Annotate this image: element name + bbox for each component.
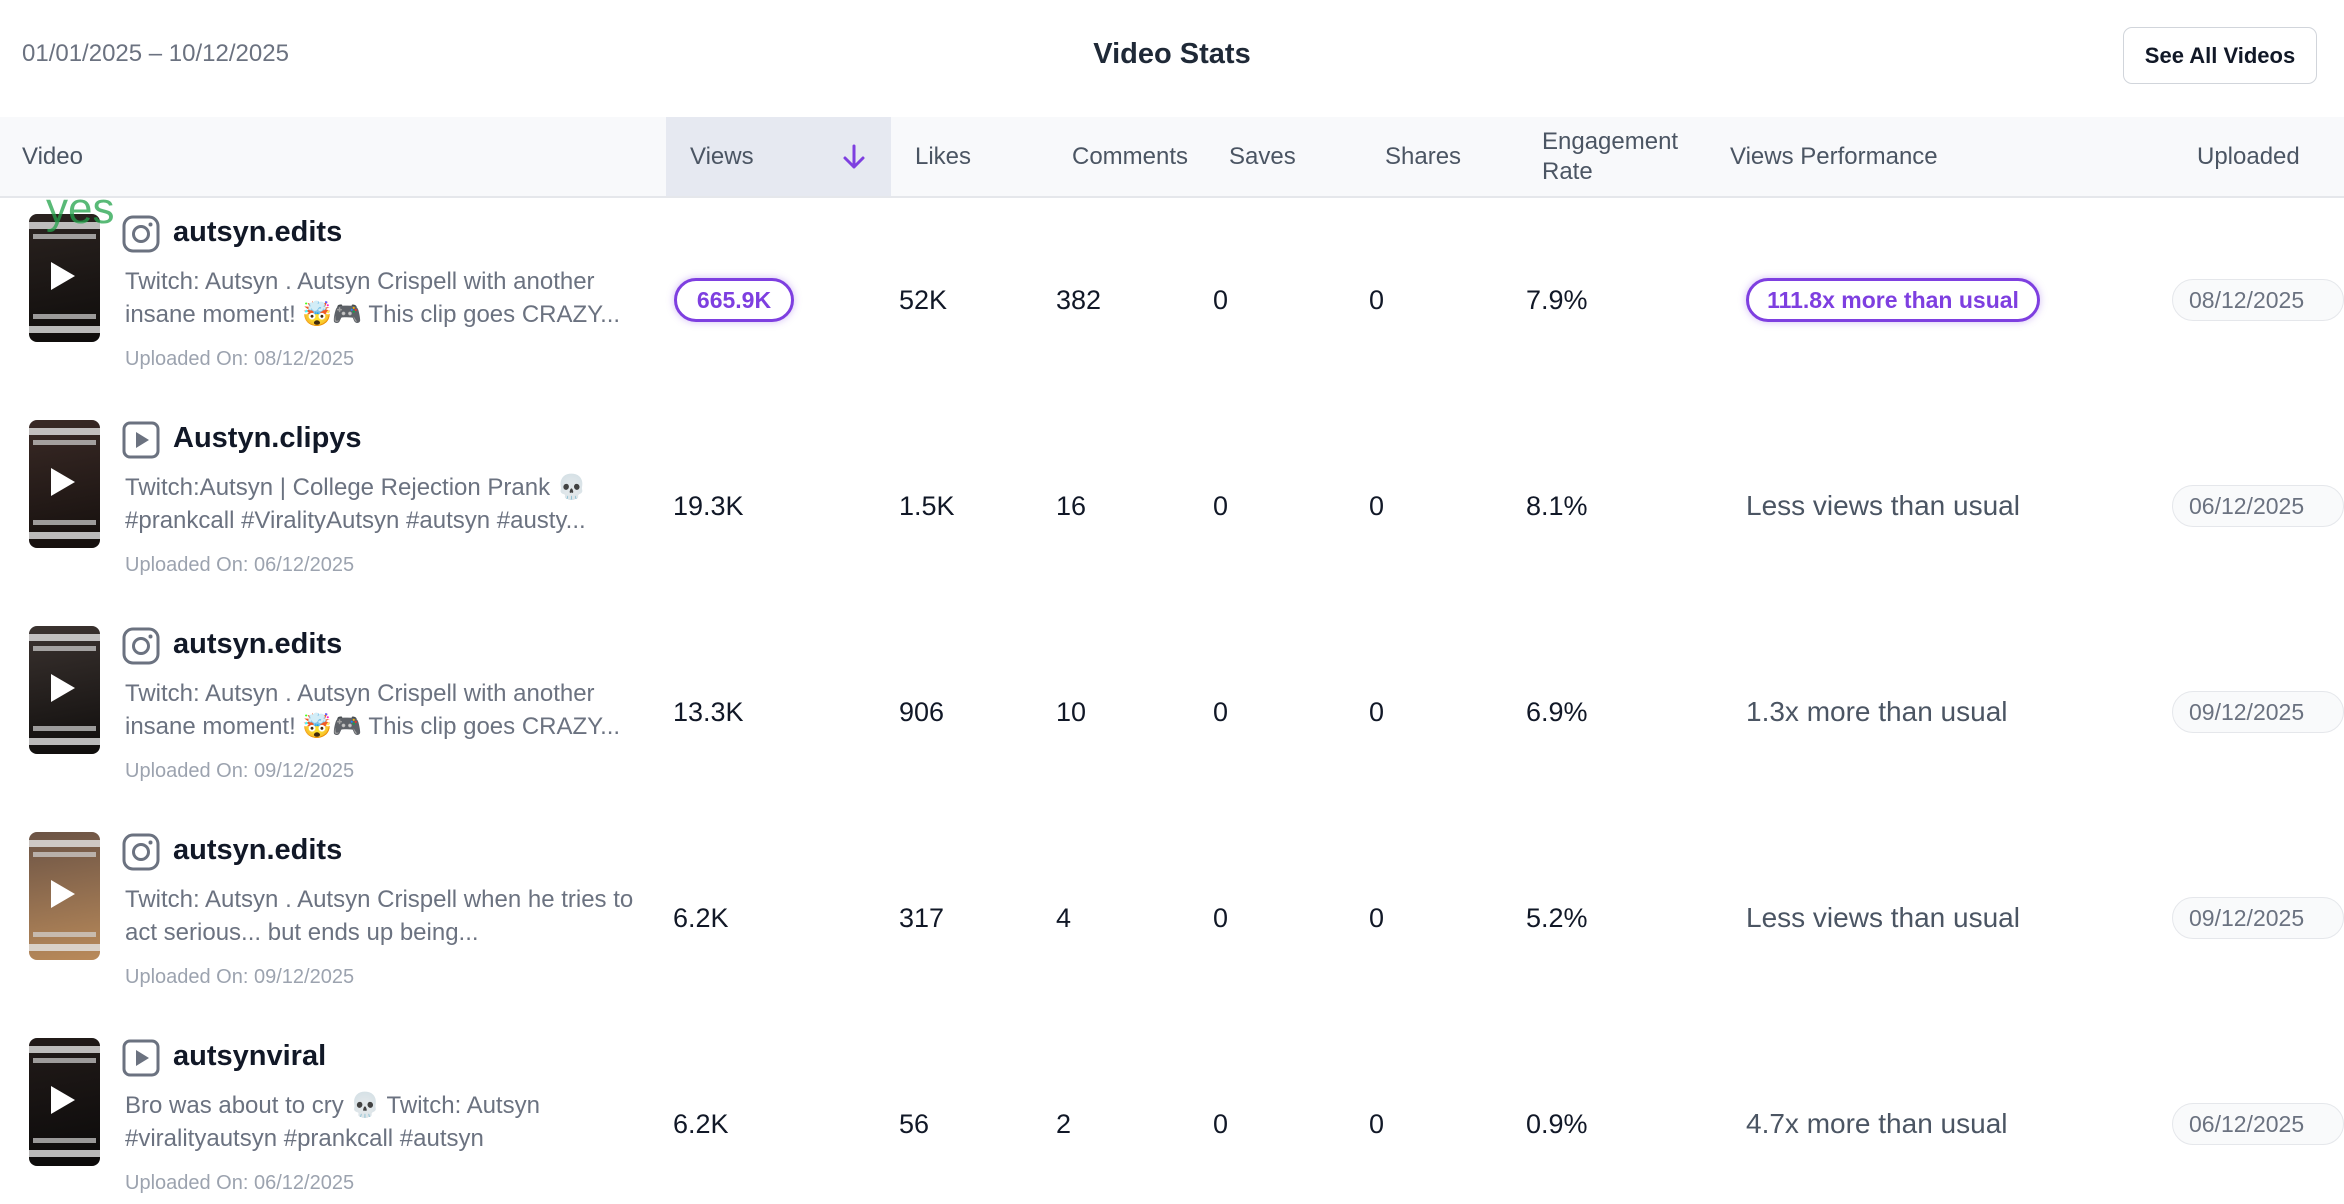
channel-name[interactable]: Austyn.clipys [173, 422, 362, 454]
uploaded-date-badge: 06/12/2025 [2172, 1103, 2344, 1145]
channel-name[interactable]: autsyn.edits [173, 834, 343, 866]
views-value: 13.3K [673, 697, 744, 727]
comments-value: 2 [1056, 1109, 1072, 1139]
instagram-icon [122, 215, 160, 253]
uploaded-on-text: Uploaded On: 06/12/2025 [125, 1172, 355, 1194]
uploaded-on-text: Uploaded On: 09/12/2025 [125, 966, 355, 988]
uploaded-date-badge: 09/12/2025 [2172, 691, 2344, 733]
shares-value: 0 [1369, 491, 1385, 521]
engagement-rate-value: 5.2% [1526, 903, 1588, 933]
likes-value: 52K [899, 285, 948, 315]
column-header-comments[interactable]: Comments [1072, 142, 1189, 170]
column-header-likes[interactable]: Likes [915, 142, 972, 170]
column-header-video[interactable]: Video [22, 142, 83, 170]
play-icon[interactable] [51, 468, 75, 496]
saves-value: 0 [1213, 903, 1229, 933]
overlay-text: yes [46, 184, 115, 233]
video-play-icon [122, 1039, 160, 1077]
comments-value: 10 [1056, 697, 1087, 727]
saves-value: 0 [1213, 1109, 1229, 1139]
comments-value: 16 [1056, 491, 1087, 521]
column-header-uploaded[interactable]: Uploaded [2197, 142, 2300, 170]
views-value: 665.9K [674, 278, 794, 322]
instagram-icon [122, 833, 160, 871]
table-row[interactable]: autsynviral Bro was about to cry 💀 Twitc… [0, 1022, 2344, 1204]
engagement-rate-value: 6.9% [1526, 697, 1588, 727]
views-value: 19.3K [673, 491, 744, 521]
saves-value: 0 [1213, 285, 1229, 315]
video-thumbnail[interactable] [29, 214, 100, 342]
play-icon[interactable] [51, 1086, 75, 1114]
channel-name[interactable]: autsynviral [173, 1040, 327, 1072]
table-row[interactable]: autsyn.edits Twitch: Autsyn . Autsyn Cri… [0, 816, 2344, 1022]
video-thumbnail[interactable] [29, 420, 100, 548]
video-description: Twitch:Autsyn | College Rejection Prank … [125, 474, 587, 534]
table-header: Video Views Likes Comments Saves Shares … [0, 117, 2344, 198]
uploaded-date-badge: 08/12/2025 [2172, 279, 2344, 321]
video-description: Twitch: Autsyn . Autsyn Crispell with an… [125, 680, 621, 740]
header-bar: 01/01/2025 – 10/12/2025 Video Stats See … [0, 0, 2344, 117]
video-description: Twitch: Autsyn . Autsyn Crispell when he… [125, 886, 634, 946]
video-play-icon [122, 421, 160, 459]
uploaded-on-text: Uploaded On: 08/12/2025 [125, 348, 355, 370]
video-description: Twitch: Autsyn . Autsyn Crispell with an… [125, 268, 621, 328]
play-icon[interactable] [51, 880, 75, 908]
table-row[interactable]: autsyn.edits Twitch: Autsyn . Autsyn Cri… [0, 610, 2344, 816]
date-range[interactable]: 01/01/2025 – 10/12/2025 [22, 40, 289, 67]
uploaded-on-text: Uploaded On: 09/12/2025 [125, 760, 355, 782]
engagement-rate-value: 7.9% [1526, 285, 1588, 315]
instagram-icon [122, 627, 160, 665]
play-icon[interactable] [51, 262, 75, 290]
likes-value: 317 [899, 903, 945, 933]
likes-value: 1.5K [899, 491, 955, 521]
views-value: 6.2K [673, 903, 729, 933]
views-performance-value: Less views than usual [1746, 902, 2020, 933]
engagement-rate-value: 0.9% [1526, 1109, 1588, 1139]
video-thumbnail[interactable] [29, 626, 100, 754]
uploaded-date-badge: 06/12/2025 [2172, 485, 2344, 527]
video-thumbnail[interactable] [29, 832, 100, 960]
comments-value: 382 [1056, 285, 1102, 315]
views-performance-value: Less views than usual [1746, 490, 2020, 521]
table-row[interactable]: autsyn.edits Twitch: Autsyn . Autsyn Cri… [0, 198, 2344, 404]
comments-value: 4 [1056, 903, 1072, 933]
see-all-videos-button[interactable]: See All Videos [2123, 27, 2317, 84]
channel-name[interactable]: autsyn.edits [173, 216, 343, 248]
views-value: 6.2K [673, 1109, 729, 1139]
shares-value: 0 [1369, 903, 1385, 933]
column-header-saves[interactable]: Saves [1229, 142, 1296, 170]
shares-value: 0 [1369, 697, 1385, 727]
saves-value: 0 [1213, 697, 1229, 727]
uploaded-date-badge: 09/12/2025 [2172, 897, 2344, 939]
likes-value: 56 [899, 1109, 930, 1139]
sort-descending-icon[interactable] [838, 141, 870, 173]
shares-value: 0 [1369, 1109, 1385, 1139]
likes-value: 906 [899, 697, 945, 727]
views-performance-value: 4.7x more than usual [1746, 1108, 2008, 1139]
video-thumbnail[interactable] [29, 1038, 100, 1166]
views-performance-value: 1.3x more than usual [1746, 696, 2008, 727]
views-performance-value: 111.8x more than usual [1746, 278, 2040, 322]
table-row[interactable]: Austyn.clipys Twitch:Autsyn | College Re… [0, 404, 2344, 610]
saves-value: 0 [1213, 491, 1229, 521]
play-icon[interactable] [51, 674, 75, 702]
shares-value: 0 [1369, 285, 1385, 315]
video-description: Bro was about to cry 💀 Twitch: Autsyn #v… [125, 1092, 540, 1152]
column-header-views-performance[interactable]: Views Performance [1730, 142, 1938, 170]
column-header-engagement-rate[interactable]: Engagement Rate [1542, 127, 1679, 185]
uploaded-on-text: Uploaded On: 06/12/2025 [125, 554, 355, 576]
channel-name[interactable]: autsyn.edits [173, 628, 343, 660]
engagement-rate-value: 8.1% [1526, 491, 1588, 521]
column-header-views-label: Views [690, 142, 754, 170]
page-title: Video Stats [1093, 38, 1251, 70]
column-header-shares[interactable]: Shares [1385, 142, 1462, 170]
